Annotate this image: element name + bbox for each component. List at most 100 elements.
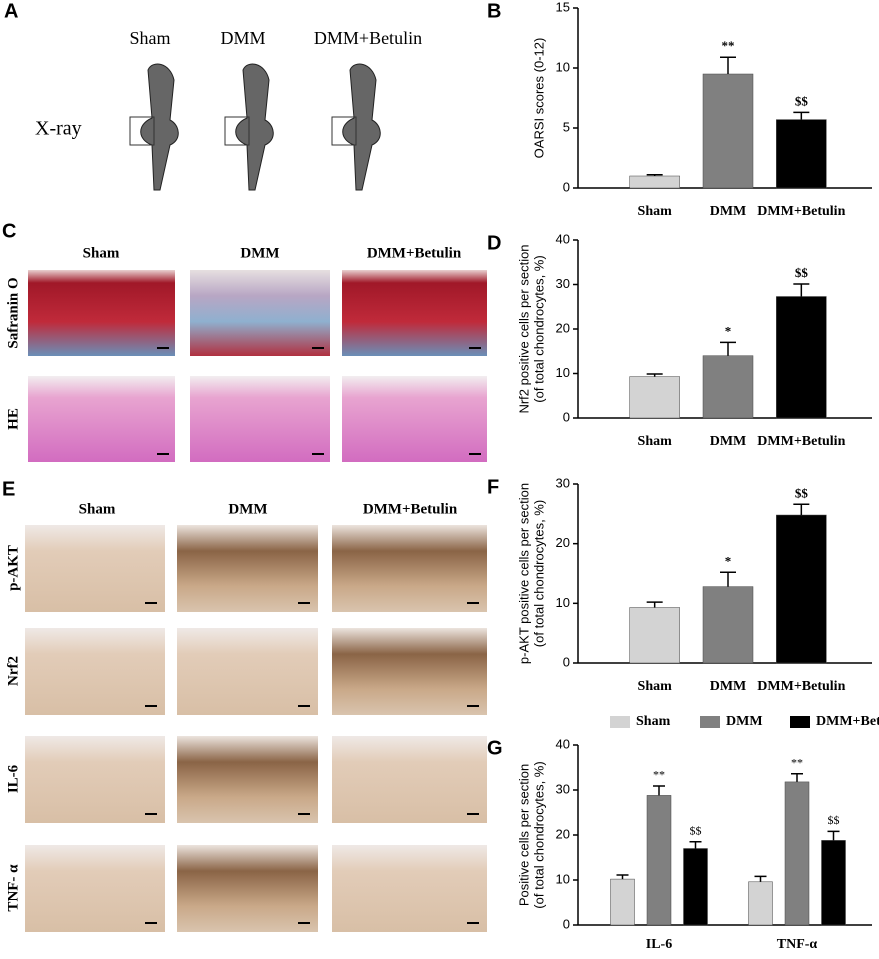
row-header: IL-6 [5, 764, 21, 793]
panel-label: E [2, 478, 15, 500]
row-header: TNF- α [5, 864, 21, 912]
micrograph [342, 270, 487, 356]
bar [776, 296, 827, 419]
error-bar [793, 503, 810, 516]
column-header: Sham [83, 245, 120, 261]
y-tick-label: 10 [556, 365, 570, 380]
annotation: ** [653, 768, 665, 782]
bar [629, 175, 680, 189]
error-bar [689, 841, 702, 849]
annotation: $$ [795, 265, 809, 280]
bar [683, 848, 708, 926]
y-tick-label: 20 [556, 535, 570, 550]
y-axis-label: (of total chondrocytes, %) [531, 761, 546, 908]
y-tick-label: 0 [563, 409, 570, 424]
micrograph [25, 845, 165, 932]
y-tick-label: 30 [556, 781, 570, 796]
micrograph [342, 376, 487, 462]
micrograph [25, 628, 165, 715]
micrograph [25, 736, 165, 823]
row-header: p-AKT [5, 545, 21, 591]
annotation: $$ [795, 93, 809, 108]
column-header: Sham [129, 28, 170, 48]
annotation: $$ [795, 485, 809, 500]
y-tick-label: 0 [563, 179, 570, 194]
y-tick-label: 20 [556, 826, 570, 841]
panel-label: C [2, 220, 16, 242]
legend-label: DMM [726, 714, 763, 729]
micrograph [177, 845, 318, 932]
annotation: * [725, 323, 732, 338]
column-header: DMM+Betulin [367, 245, 462, 261]
error-bar [793, 283, 810, 297]
bar [821, 840, 846, 926]
micrograph [177, 736, 318, 823]
y-tick-label: 10 [556, 595, 570, 610]
bar [784, 781, 810, 926]
error-bar [646, 174, 663, 176]
error-bar [793, 111, 810, 120]
x-tick-label: DMM+Betulin [757, 679, 845, 694]
y-tick-label: 20 [556, 320, 570, 335]
y-axis-label: p-AKT positive cells per section [516, 483, 531, 664]
micrograph [332, 628, 487, 715]
bar [629, 376, 680, 419]
y-tick-label: 30 [556, 276, 570, 291]
bar [610, 878, 635, 926]
x-tick-label: DMM+Betulin [757, 204, 845, 219]
column-header: DMM [220, 28, 265, 48]
row-header: Safranin O [5, 277, 21, 348]
bar [702, 73, 754, 189]
annotation: ** [722, 38, 735, 53]
row-header: HE [5, 408, 21, 430]
x-ray-bone [342, 63, 381, 191]
panel-label: A [4, 0, 18, 22]
legend-swatch [700, 716, 720, 728]
error-bar [720, 56, 736, 74]
legend-label: DMM+Betulin [816, 714, 879, 729]
error-bar [653, 785, 665, 796]
error-bar [616, 874, 629, 880]
y-tick-label: 40 [556, 736, 570, 751]
micrograph [25, 525, 165, 612]
error-bar [791, 773, 803, 782]
x-tick-label: DMM [710, 434, 747, 449]
micrograph [28, 376, 175, 462]
x-tick-label: Sham [638, 679, 673, 694]
panel-label: B [487, 0, 501, 22]
x-tick-label: DMM+Betulin [757, 434, 845, 449]
y-tick-label: 10 [556, 871, 570, 886]
micrograph [332, 845, 487, 932]
y-tick-label: 30 [556, 475, 570, 490]
legend-swatch [790, 716, 810, 728]
column-header: DMM [240, 245, 279, 261]
y-tick-label: 5 [563, 119, 570, 134]
y-axis-label: Nrf2 positive cells per section [516, 244, 531, 413]
panel-label: D [487, 232, 501, 254]
x-tick-label: DMM [710, 204, 747, 219]
roi-box [331, 116, 357, 146]
micrograph [190, 270, 330, 356]
micrograph [177, 525, 318, 612]
x-tick-label: TNF-α [777, 937, 818, 952]
legend-label: Sham [636, 714, 671, 729]
micrograph [177, 628, 318, 715]
y-axis-label: (of total chondrocytes, %) [531, 500, 546, 647]
x-tick-label: DMM [710, 679, 747, 694]
bar [629, 607, 680, 664]
y-axis-label: (of total chondrocytes, %) [531, 255, 546, 402]
panel-label: F [487, 476, 499, 498]
bar [702, 355, 754, 419]
micrograph [28, 270, 175, 356]
error-bar [720, 571, 736, 587]
y-tick-label: 15 [556, 0, 570, 14]
column-header: DMM+Betulin [363, 501, 458, 517]
legend-swatch [610, 716, 630, 728]
column-header: Sham [79, 501, 116, 517]
error-bar [646, 373, 663, 377]
annotation: $$ [690, 824, 702, 838]
x-ray-bone [235, 63, 274, 191]
bar [702, 586, 754, 664]
error-bar [720, 341, 736, 356]
